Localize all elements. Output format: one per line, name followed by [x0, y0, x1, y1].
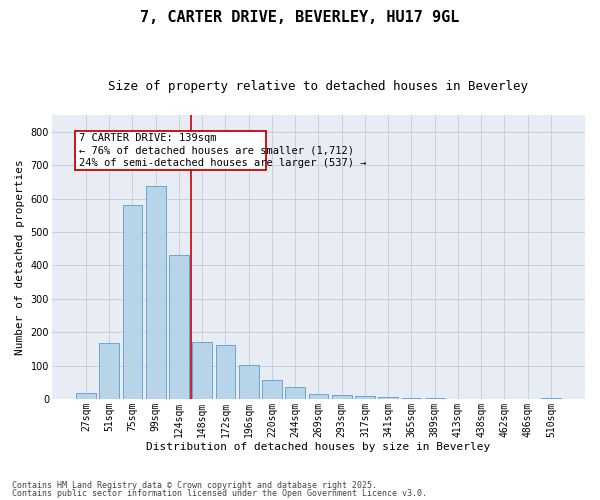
Bar — [76, 393, 96, 399]
Y-axis label: Number of detached properties: Number of detached properties — [15, 159, 25, 355]
Bar — [355, 396, 375, 399]
Bar — [541, 398, 561, 399]
Text: Contains public sector information licensed under the Open Government Licence v3: Contains public sector information licen… — [12, 488, 427, 498]
Bar — [193, 342, 212, 399]
Title: Size of property relative to detached houses in Beverley: Size of property relative to detached ho… — [109, 80, 529, 93]
Text: 7 CARTER DRIVE: 139sqm: 7 CARTER DRIVE: 139sqm — [79, 134, 217, 143]
Bar — [239, 364, 259, 399]
Bar — [308, 394, 328, 399]
Bar — [169, 256, 189, 399]
X-axis label: Distribution of detached houses by size in Beverley: Distribution of detached houses by size … — [146, 442, 491, 452]
Bar — [332, 394, 352, 399]
Bar — [122, 205, 142, 399]
Text: 24% of semi-detached houses are larger (537) →: 24% of semi-detached houses are larger (… — [79, 158, 367, 168]
Bar — [378, 397, 398, 399]
Text: 7, CARTER DRIVE, BEVERLEY, HU17 9GL: 7, CARTER DRIVE, BEVERLEY, HU17 9GL — [140, 10, 460, 25]
Text: Contains HM Land Registry data © Crown copyright and database right 2025.: Contains HM Land Registry data © Crown c… — [12, 481, 377, 490]
Bar — [262, 380, 282, 399]
Bar — [215, 346, 235, 399]
FancyBboxPatch shape — [76, 130, 266, 170]
Text: ← 76% of detached houses are smaller (1,712): ← 76% of detached houses are smaller (1,… — [79, 146, 354, 156]
Bar — [401, 398, 421, 399]
Bar — [285, 386, 305, 399]
Bar — [146, 186, 166, 399]
Bar — [100, 343, 119, 399]
Bar — [425, 398, 445, 399]
